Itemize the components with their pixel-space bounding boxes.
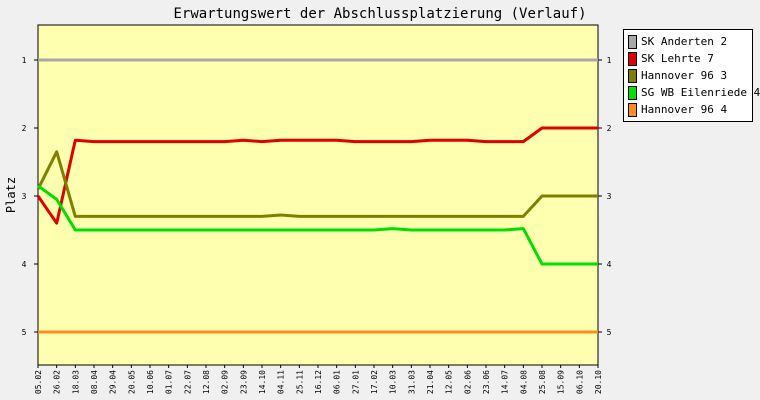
legend-label: SK Lehrte 7: [641, 52, 714, 65]
x-tick-label: 18.03: [71, 370, 80, 394]
legend-item: SK Anderten 2: [628, 33, 748, 50]
x-tick-label: 10.06: [146, 370, 155, 394]
legend-swatch: [628, 85, 637, 100]
x-tick-label: 08.04: [90, 370, 99, 394]
x-tick-label: 23.06: [482, 370, 491, 394]
x-tick-label: 15.09: [557, 370, 566, 394]
legend-label: SG WB Eilenriede 4: [641, 86, 760, 99]
x-tick-label: 12.08: [202, 370, 211, 394]
x-tick-label: 23.09: [239, 370, 248, 394]
x-tick-label: 17.02: [370, 370, 379, 394]
legend-swatch: [628, 102, 637, 117]
x-tick-label: 02.09: [221, 370, 230, 394]
series-line: [36, 150, 598, 218]
x-tick-label: 05.02: [34, 370, 43, 394]
series-line: [37, 184, 598, 266]
x-tick-label: 12.05: [445, 370, 454, 394]
legend-item: Hannover 96 4: [628, 101, 748, 118]
y-tick-label-left: 4: [22, 260, 27, 269]
legend-item: Hannover 96 3: [628, 67, 748, 84]
x-tick-label: 10.03: [389, 370, 398, 394]
legend-swatch: [628, 68, 637, 83]
x-tick-label: 20.10: [594, 370, 603, 394]
legend-label: Hannover 96 4: [641, 103, 728, 116]
y-tick-label-right: 3: [607, 192, 612, 201]
x-tick-label: 31.03: [407, 370, 416, 394]
x-tick-label: 25.11: [295, 370, 304, 394]
legend-item: SK Lehrte 7: [628, 50, 748, 67]
legend-item: SG WB Eilenriede 4: [628, 84, 760, 101]
legend-swatch: [628, 51, 637, 66]
x-tick-label: 06.10: [575, 370, 584, 394]
y-tick-label-left: 1: [22, 56, 27, 65]
x-tick-label: 04.08: [519, 370, 528, 394]
x-tick-label: 27.01: [351, 370, 360, 394]
y-tick-label-left: 3: [22, 192, 27, 201]
legend-label: SK Anderten 2: [641, 35, 728, 48]
y-tick-label-left: 5: [22, 328, 27, 337]
x-tick-label: 26.02: [53, 370, 62, 394]
y-axis-label: Platz: [4, 177, 18, 213]
x-tick-label: 20.05: [127, 370, 136, 394]
chart-title: Erwartungswert der Abschlussplatzierung …: [173, 6, 586, 22]
y-tick-label-right: 1: [607, 56, 612, 65]
x-tick-label: 14.07: [501, 370, 510, 394]
legend-label: Hannover 96 3: [641, 69, 728, 82]
x-tick-label: 25.08: [538, 370, 547, 394]
x-tick-label: 04.11: [277, 370, 286, 394]
x-tick-label: 21.04: [426, 370, 435, 394]
x-tick-label: 06.01: [333, 370, 342, 394]
x-tick-label: 29.04: [109, 370, 118, 394]
x-tick-label: 16.12: [314, 370, 323, 394]
y-tick-label-right: 2: [607, 124, 612, 133]
series-line: [36, 126, 598, 225]
y-tick-label-right: 5: [607, 328, 612, 337]
x-tick-label: 22.07: [183, 370, 192, 394]
chart-legend: SK Anderten 2 SK Lehrte 7 Hannover 96 3 SG …: [623, 29, 760, 122]
y-tick-label-left: 2: [22, 124, 27, 133]
y-tick-label-right: 4: [607, 260, 612, 269]
plot-area: [37, 24, 599, 366]
x-tick-label: 01.07: [165, 370, 174, 394]
legend-swatch: [628, 34, 637, 49]
x-tick-label: 14.10: [258, 370, 267, 394]
x-tick-label: 02.06: [463, 370, 472, 394]
